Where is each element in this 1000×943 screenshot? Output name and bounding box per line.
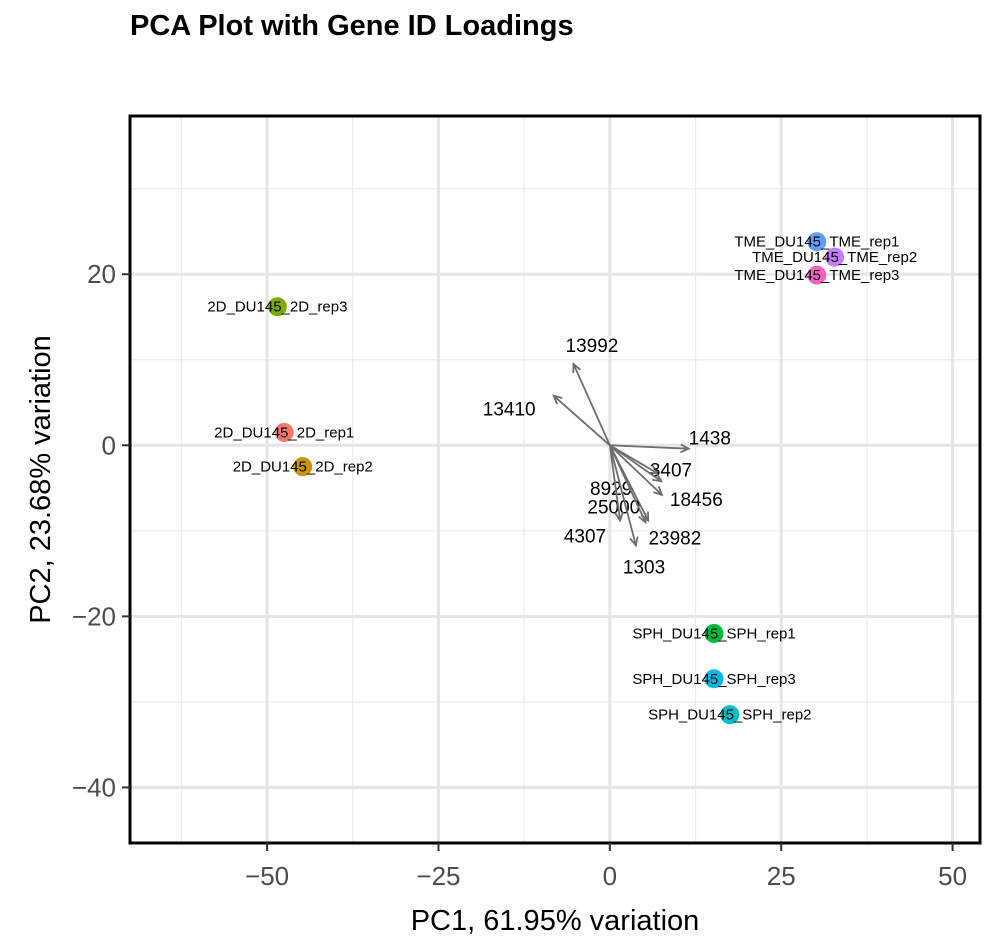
loading-arrow bbox=[609, 444, 663, 496]
loading-label: 13992 bbox=[566, 336, 619, 357]
loading-arrow bbox=[572, 363, 611, 446]
sample-point bbox=[704, 669, 724, 689]
loading-arrowhead bbox=[653, 486, 664, 497]
sample-label: SPH_DU145_SPH_rep2 bbox=[648, 707, 811, 724]
loading-arrowhead bbox=[652, 472, 663, 483]
chart-title: PCA Plot with Gene ID Loadings bbox=[130, 10, 574, 42]
loading-arrow bbox=[609, 444, 689, 450]
loading-arrowhead bbox=[637, 513, 647, 525]
loading-arrow bbox=[553, 395, 611, 446]
loading-label: 1303 bbox=[623, 557, 665, 578]
y-tick-label: 20 bbox=[87, 259, 116, 289]
loading-label: 8929 bbox=[590, 479, 632, 500]
loadings-layer: 13992 13410 1438 3407 8929 18456 25000 23982 430… bbox=[483, 336, 731, 578]
y-tick-label: 0 bbox=[102, 430, 116, 460]
x-tick-label: 0 bbox=[603, 861, 617, 891]
loading-arrow bbox=[609, 444, 647, 523]
grid-layer bbox=[130, 116, 980, 843]
x-tick-label: −50 bbox=[245, 861, 289, 891]
loading-label: 13410 bbox=[483, 400, 536, 421]
sample-point bbox=[274, 422, 294, 442]
sample-point bbox=[267, 297, 287, 317]
sample-point bbox=[704, 623, 724, 643]
sample-label: SPH_DU145_SPH_rep3 bbox=[632, 671, 795, 688]
x-axis-title: PC1, 61.95% variation bbox=[411, 905, 700, 937]
y-tick-label: −40 bbox=[72, 772, 116, 802]
sample-point bbox=[807, 232, 827, 252]
loading-arrowhead bbox=[614, 511, 624, 523]
sample-label: 2D_DU145_2D_rep2 bbox=[233, 459, 373, 476]
samples-layer: 2D_DU145_2D_rep3 2D_DU145_2D_rep1 2D_DU145… bbox=[207, 232, 917, 725]
loading-label: 1438 bbox=[689, 429, 731, 450]
sample-point bbox=[807, 265, 827, 285]
sample-label: 2D_DU145_2D_rep3 bbox=[207, 299, 347, 316]
loading-label: 23982 bbox=[648, 528, 701, 549]
sample-point bbox=[825, 247, 845, 267]
ticks-layer: −50 −25 0 25 50 −40 −20 0 20 bbox=[72, 259, 967, 891]
x-tick-label: 25 bbox=[767, 861, 796, 891]
panel-border bbox=[128, 114, 982, 845]
x-tick-label: 50 bbox=[938, 861, 967, 891]
loading-arrowhead bbox=[629, 536, 639, 548]
y-tick-label: −20 bbox=[72, 601, 116, 631]
loading-arrowhead bbox=[680, 443, 691, 454]
sample-point bbox=[720, 705, 740, 725]
y-axis-title: PC2, 23.68% variation bbox=[25, 335, 57, 624]
sample-point bbox=[293, 457, 313, 477]
sample-label: TME_DU145_TME_rep2 bbox=[752, 249, 917, 266]
loading-arrow bbox=[608, 445, 622, 521]
x-tick-label: −25 bbox=[416, 861, 460, 891]
loading-arrowhead bbox=[572, 362, 581, 374]
sample-label: SPH_DU145_SPH_rep1 bbox=[632, 625, 795, 642]
loading-arrow bbox=[608, 445, 637, 546]
loading-label: 25000 bbox=[587, 498, 640, 519]
loading-arrowhead bbox=[552, 394, 563, 405]
loading-arrow bbox=[609, 444, 662, 482]
sample-label: TME_DU145_TME_rep1 bbox=[734, 234, 899, 251]
sample-label: 2D_DU145_2D_rep1 bbox=[214, 424, 354, 441]
sample-label: TME_DU145_TME_rep3 bbox=[734, 267, 899, 284]
loading-label: 4307 bbox=[564, 527, 606, 548]
loading-label: 18456 bbox=[670, 490, 723, 511]
loading-label: 3407 bbox=[650, 461, 692, 482]
